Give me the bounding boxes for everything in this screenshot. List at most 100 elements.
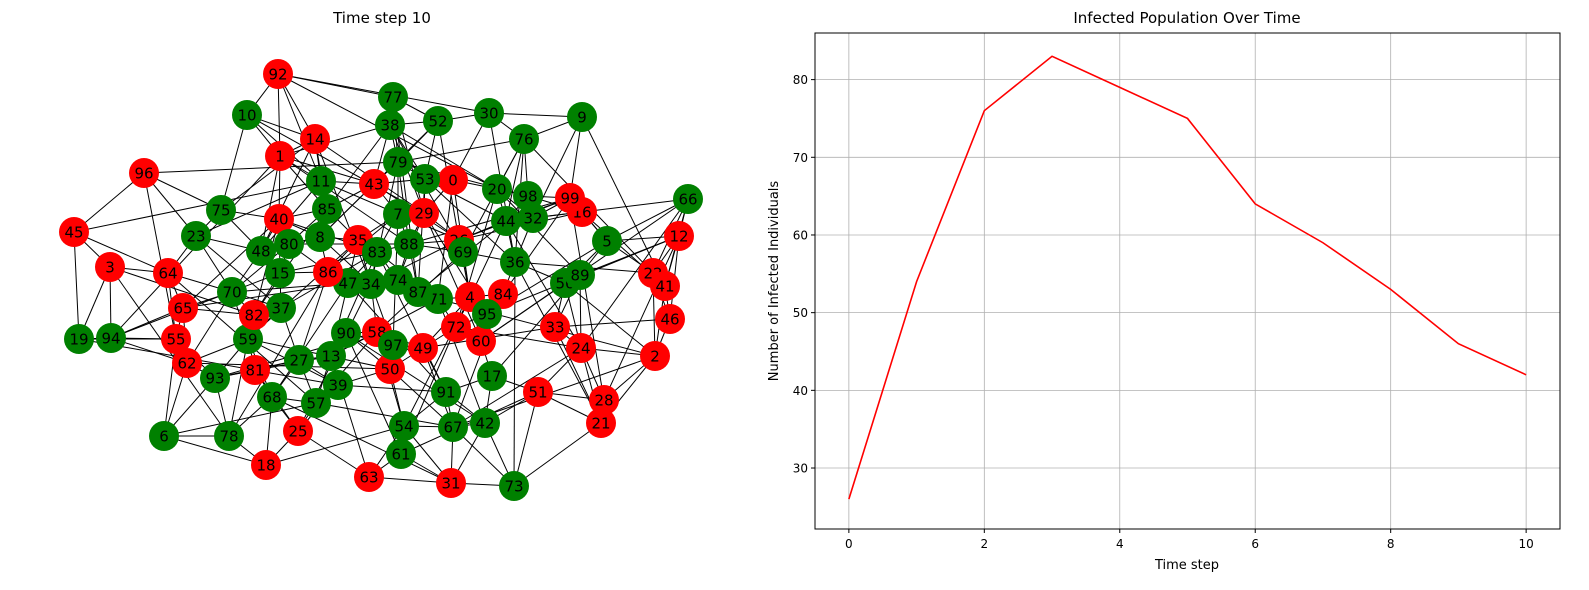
healthy-node-marker <box>265 258 295 288</box>
x-tick-label: 2 <box>980 537 988 551</box>
node-label: 21 <box>591 415 610 433</box>
infected-node-marker <box>161 324 191 354</box>
x-tick-label: 4 <box>1116 537 1124 551</box>
infected-node-marker <box>264 204 294 234</box>
node-label: 76 <box>514 131 533 149</box>
node-label: 41 <box>655 278 674 296</box>
network-edge <box>417 178 426 293</box>
network-edge <box>265 425 405 466</box>
network-node: 72 <box>441 312 471 342</box>
network-node: 77 <box>378 82 408 112</box>
network-edge <box>514 261 602 424</box>
network-node: 31 <box>436 468 466 498</box>
network-node: 15 <box>265 258 295 288</box>
chart-title: Infected Population Over Time <box>1073 9 1300 27</box>
network-edge <box>424 178 516 263</box>
network-node: 5 <box>592 226 622 256</box>
network-node: 68 <box>257 382 287 412</box>
y-tick-label: 60 <box>793 228 808 242</box>
node-label: 40 <box>269 211 288 229</box>
node-label: 72 <box>446 319 465 337</box>
node-label: 33 <box>545 319 564 337</box>
network-node: 29 <box>409 198 439 228</box>
x-tick-label: 10 <box>1518 537 1533 551</box>
network-edge <box>163 338 177 437</box>
infected-node-marker <box>438 165 468 195</box>
network-node: 65 <box>168 293 198 323</box>
network-node: 27 <box>284 345 314 375</box>
node-label: 28 <box>594 392 613 410</box>
healthy-node-marker <box>305 222 335 252</box>
network-edge <box>279 124 391 157</box>
network-node: 42 <box>470 408 500 438</box>
healthy-node-marker <box>181 221 211 251</box>
network-edge <box>314 138 372 285</box>
network-edge <box>569 197 605 401</box>
network-edge <box>315 402 454 428</box>
node-label: 42 <box>475 415 494 433</box>
node-label: 6 <box>159 428 169 446</box>
network-edge <box>554 318 671 328</box>
healthy-node-marker <box>509 124 539 154</box>
network-node: 30 <box>474 98 504 128</box>
healthy-node-marker <box>470 408 500 438</box>
network-node: 38 <box>375 110 405 140</box>
node-label: 70 <box>222 284 241 302</box>
network-node: 24 <box>566 333 596 363</box>
network-node: 86 <box>313 257 343 287</box>
node-label: 49 <box>413 340 432 358</box>
healthy-node-marker <box>64 324 94 354</box>
node-label: 93 <box>205 370 224 388</box>
network-node: 48 <box>246 236 276 266</box>
network-node: 91 <box>431 377 461 407</box>
healthy-node-marker <box>410 164 440 194</box>
chart-grid <box>815 33 1560 529</box>
node-label: 29 <box>414 205 433 223</box>
node-label: 92 <box>268 66 287 84</box>
node-label: 39 <box>328 377 347 395</box>
node-label: 57 <box>306 395 325 413</box>
network-edge <box>389 124 498 190</box>
healthy-node-marker <box>306 166 336 196</box>
node-label: 44 <box>496 213 515 231</box>
infected-node-marker <box>240 355 270 385</box>
infected-node-marker <box>172 348 202 378</box>
network-edge <box>182 218 280 309</box>
network-node: 75 <box>206 195 236 225</box>
node-label: 11 <box>311 173 330 191</box>
node-label: 34 <box>361 276 380 294</box>
network-edge <box>326 124 391 210</box>
network-edge <box>277 73 322 182</box>
network-node: 66 <box>673 184 703 214</box>
node-label: 35 <box>348 232 367 250</box>
node-label: 75 <box>211 202 230 220</box>
node-label: 82 <box>244 307 263 325</box>
network-edge <box>195 180 322 237</box>
network-node: 7 <box>383 199 413 229</box>
x-tick-label: 6 <box>1251 537 1259 551</box>
infected-node-marker <box>168 293 198 323</box>
network-node: 43 <box>359 169 389 199</box>
node-label: 65 <box>173 300 192 318</box>
y-axis-label: Number of Infected Individuals <box>767 181 782 382</box>
network-node: 76 <box>509 124 539 154</box>
network-node: 70 <box>217 277 247 307</box>
healthy-node-marker <box>500 247 530 277</box>
node-label: 27 <box>289 352 308 370</box>
network-edge <box>73 231 169 274</box>
network-node: 6 <box>149 421 179 451</box>
network-edge <box>220 138 316 211</box>
healthy-node-marker <box>206 195 236 225</box>
network-node: 37 <box>266 293 296 323</box>
node-label: 1 <box>275 148 285 166</box>
network-node: 89 <box>565 260 595 290</box>
infected-node-marker <box>664 221 694 251</box>
healthy-node-marker <box>331 318 361 348</box>
healthy-node-marker <box>383 199 413 229</box>
network-node: 36 <box>500 247 530 277</box>
network-node: 13 <box>316 341 346 371</box>
network-node: 45 <box>59 217 89 247</box>
network-edge <box>400 391 539 455</box>
node-label: 20 <box>487 181 506 199</box>
